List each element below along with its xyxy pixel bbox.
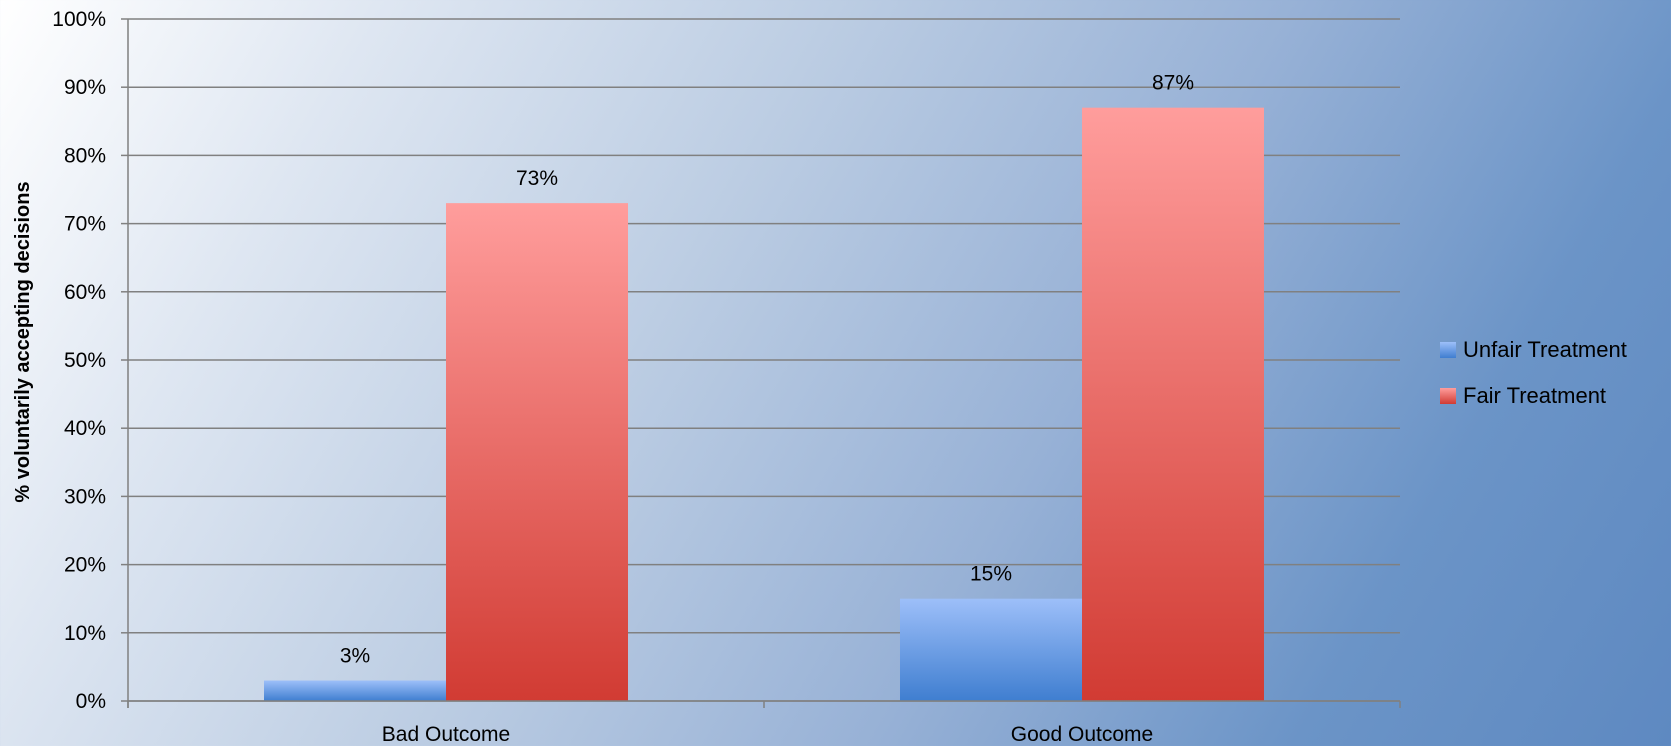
x-tick-label: Good Outcome (1011, 723, 1153, 746)
y-tick-label: 50% (64, 349, 106, 372)
legend-swatch-fair-treatment (1440, 388, 1456, 404)
y-tick-labels: 0% 10% 20% 30% 40% 50% 60% 70% 80% 90% 100% (52, 8, 106, 713)
legend-item-unfair-treatment: Unfair Treatment (1440, 337, 1627, 362)
data-label: 73% (516, 167, 558, 190)
data-labels: 3% 73% 15% 87% (128, 72, 1400, 702)
legend-label-fair-treatment: Fair Treatment (1463, 383, 1607, 408)
y-axis-title: % voluntarily accepting decisions (12, 181, 34, 502)
bars (264, 107, 1264, 701)
legend: Unfair Treatment Fair Treatment (1440, 337, 1627, 430)
y-tick-label: 10% (64, 622, 106, 645)
y-tick-label: 100% (52, 8, 106, 31)
x-tick-labels: Bad Outcome Good Outcome (382, 723, 1153, 746)
y-tick-label: 60% (64, 281, 106, 304)
y-tick-label: 40% (64, 417, 106, 440)
data-label: 87% (1152, 72, 1194, 95)
y-tick-label: 0% (76, 690, 106, 713)
bar-unfair-treatment-bad-outcome (264, 680, 446, 701)
bar-fair-treatment-good-outcome (1082, 107, 1264, 701)
y-tick-label: 30% (64, 485, 106, 508)
y-tick-label: 70% (64, 213, 106, 236)
legend-swatch-unfair-treatment (1440, 342, 1456, 358)
y-tick-label: 80% (64, 144, 106, 167)
y-tick-label: 90% (64, 76, 106, 99)
y-tick-label: 20% (64, 554, 106, 577)
x-tick-label: Bad Outcome (382, 723, 510, 746)
legend-item-fair-treatment: Fair Treatment (1440, 383, 1627, 408)
data-label: 3% (340, 645, 370, 668)
bar-fair-treatment-bad-outcome (446, 203, 628, 701)
legend-label-unfair-treatment: Unfair Treatment (1463, 337, 1627, 362)
data-label: 15% (970, 563, 1012, 586)
bar-unfair-treatment-good-outcome (900, 598, 1082, 701)
